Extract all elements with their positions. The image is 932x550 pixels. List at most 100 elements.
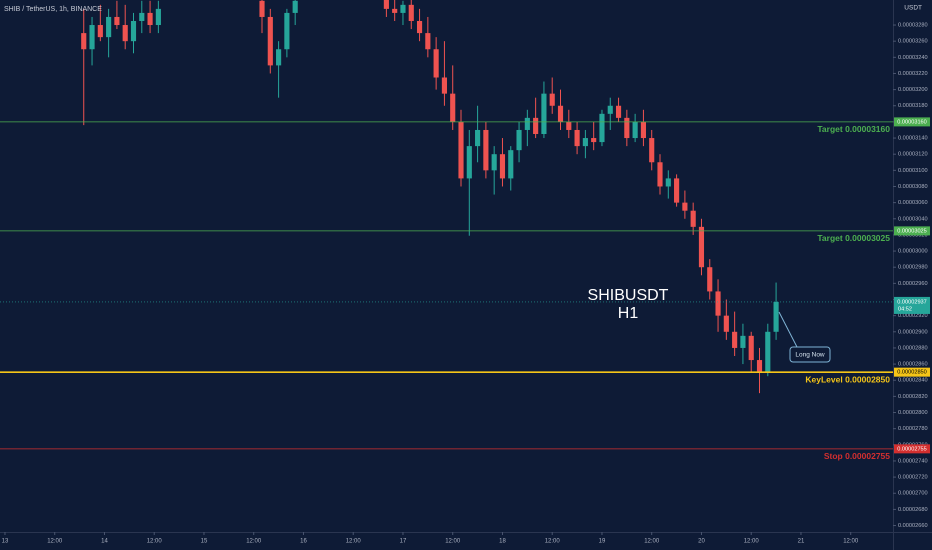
- y-tick-label: 0.00002900: [898, 329, 928, 335]
- callout-pointer: [778, 311, 798, 348]
- x-tick-label: 16: [300, 539, 307, 545]
- level-label: Stop 0.00002755: [824, 451, 890, 461]
- callout-text: Long Now: [795, 352, 825, 359]
- candle-body: [400, 4, 406, 13]
- y-tick-label: 0.00002840: [898, 378, 928, 384]
- candle-body: [292, 0, 298, 13]
- candle-body: [591, 138, 597, 143]
- candle-body: [715, 291, 721, 316]
- x-tick-label: 12:00: [843, 539, 859, 545]
- annotation: SHIBUSDT: [588, 287, 669, 304]
- candle-body: [524, 117, 530, 130]
- y-tick-label: 0.00003280: [898, 23, 928, 29]
- candle-body: [106, 16, 112, 38]
- candle-body: [574, 129, 580, 147]
- candle-body: [674, 178, 680, 203]
- y-tick-label: 0.00003240: [898, 55, 928, 61]
- y-tick-label: 0.00003020: [898, 232, 928, 238]
- candle-body: [89, 25, 95, 50]
- current-price-badge: [894, 296, 930, 314]
- axis-unit: USDT: [904, 5, 922, 12]
- candle-body: [508, 150, 514, 179]
- x-tick-label: 12:00: [545, 539, 561, 545]
- x-tick-label: 12:00: [147, 539, 163, 545]
- candle-body: [475, 129, 481, 147]
- candle-body: [549, 93, 555, 106]
- y-tick-label: 0.00002920: [898, 313, 928, 319]
- candle-body: [383, 0, 389, 9]
- candle-body: [748, 335, 754, 361]
- y-tick-label: 0.00002700: [898, 491, 928, 497]
- countdown-text: 04:52: [898, 306, 912, 312]
- candle-body: [698, 226, 705, 268]
- candle-body: [139, 12, 145, 21]
- x-tick-label: 17: [400, 539, 407, 545]
- current-price-text: 0.00002937: [897, 299, 927, 305]
- level-label: Target 0.00003025: [817, 233, 890, 243]
- x-tick-label: 13: [2, 539, 9, 545]
- candle-body: [624, 117, 630, 139]
- candle-body: [450, 93, 456, 122]
- x-tick-label: 21: [798, 539, 805, 545]
- level-badge-text: 0.00002850: [897, 370, 927, 376]
- candle-body: [491, 154, 497, 171]
- candle-body: [533, 117, 539, 135]
- candle-body: [541, 93, 547, 135]
- candle-body: [607, 105, 613, 114]
- candle-body: [155, 8, 161, 26]
- candle-body: [284, 12, 290, 50]
- candle-body: [690, 210, 696, 227]
- candle-body: [408, 4, 414, 21]
- y-tick-label: 0.00002740: [898, 458, 928, 464]
- candle-body: [81, 33, 87, 50]
- candle-body: [147, 12, 153, 26]
- x-tick-label: 12:00: [47, 539, 63, 545]
- candle-body: [756, 360, 763, 373]
- callout-box: [789, 346, 831, 363]
- candle-body: [276, 49, 282, 66]
- x-tick-label: 12:00: [246, 539, 262, 545]
- level-badge: [894, 444, 930, 454]
- y-tick-label: 0.00002780: [898, 426, 928, 432]
- candle-body: [114, 16, 120, 26]
- candles: [81, 0, 779, 394]
- candle-body: [640, 121, 646, 139]
- candle-body: [582, 138, 588, 147]
- y-tick-label: 0.00003060: [898, 200, 928, 206]
- level-label: KeyLevel 0.00002850: [805, 374, 890, 384]
- x-tick-label: 12:00: [644, 539, 660, 545]
- level-badge-text: 0.00002755: [897, 446, 927, 452]
- y-tick-label: 0.00003200: [898, 87, 928, 93]
- y-tick-label: 0.00003000: [898, 249, 928, 255]
- candle-body: [723, 315, 729, 332]
- candle-body: [433, 49, 439, 78]
- x-tick-label: 12:00: [445, 539, 461, 545]
- candle-body: [499, 154, 506, 179]
- candle-body: [732, 331, 738, 348]
- candle-body: [566, 121, 572, 130]
- y-tick-label: 0.00002820: [898, 394, 928, 400]
- candle-body: [657, 162, 663, 187]
- x-tick-label: 14: [101, 539, 108, 545]
- candle-body: [740, 335, 746, 348]
- candle-body: [707, 267, 713, 292]
- level-badge: [894, 117, 930, 127]
- y-tick-label: 0.00002960: [898, 281, 928, 287]
- annotation: H1: [618, 305, 639, 322]
- x-tick-label: 18: [499, 539, 506, 545]
- y-tick-label: 0.00003140: [898, 136, 928, 142]
- chart-title: SHIB / TetherUS, 1h, BINANCE: [4, 6, 102, 13]
- y-tick-label: 0.00003080: [898, 184, 928, 190]
- candle-body: [599, 113, 605, 143]
- x-tick-label: 12:00: [346, 539, 362, 545]
- y-tick-label: 0.00002860: [898, 362, 928, 368]
- y-tick-label: 0.00002980: [898, 265, 928, 271]
- level-badge-text: 0.00003025: [897, 228, 927, 234]
- y-tick-label: 0.00003260: [898, 39, 928, 45]
- candle-body: [97, 25, 103, 38]
- candle-body: [649, 138, 655, 163]
- candle-body: [765, 331, 771, 373]
- candle-body: [267, 16, 273, 66]
